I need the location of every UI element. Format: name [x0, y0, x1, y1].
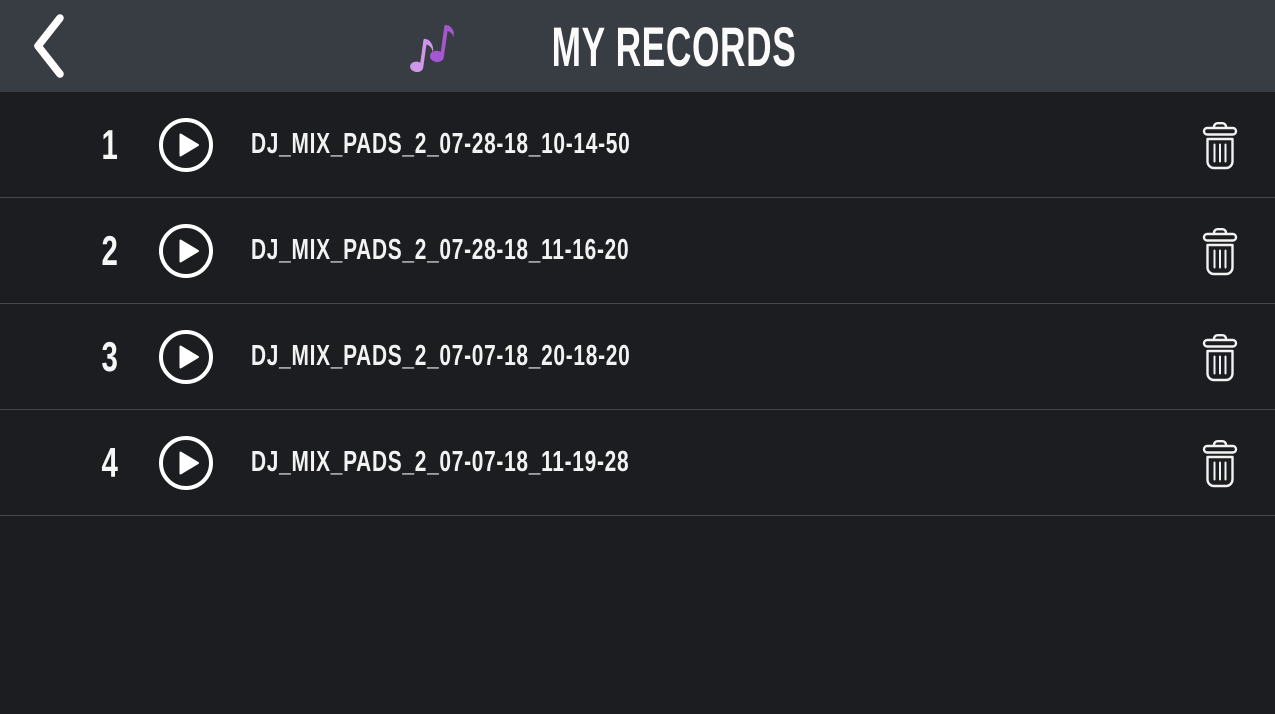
chevron-left-icon — [28, 12, 68, 80]
back-button[interactable] — [0, 0, 96, 92]
record-index: 1 — [101, 120, 119, 168]
record-row: 4 DJ_MIX_PADS_2_07-07-18_11-19-28 — [0, 410, 1275, 516]
records-list: 1 DJ_MIX_PADS_2_07-28-18_10-14-50 — [0, 92, 1275, 516]
page-title: MY RECORDS — [551, 14, 796, 78]
record-row: 2 DJ_MIX_PADS_2_07-28-18_11-16-20 — [0, 198, 1275, 304]
record-row: 1 DJ_MIX_PADS_2_07-28-18_10-14-50 — [0, 92, 1275, 198]
play-button[interactable] — [157, 434, 215, 492]
delete-button[interactable] — [1198, 223, 1242, 279]
record-name: DJ_MIX_PADS_2_07-28-18_10-14-50 — [251, 128, 631, 160]
trash-icon — [1200, 225, 1240, 277]
record-name: DJ_MIX_PADS_2_07-07-18_11-19-28 — [251, 446, 630, 478]
play-circle-icon — [157, 222, 215, 280]
record-index: 4 — [101, 438, 119, 486]
music-notes-icon — [407, 20, 454, 72]
play-circle-icon — [157, 328, 215, 386]
trash-icon — [1200, 331, 1240, 383]
trash-icon — [1200, 119, 1240, 171]
record-row: 3 DJ_MIX_PADS_2_07-07-18_20-18-20 — [0, 304, 1275, 410]
play-button[interactable] — [157, 116, 215, 174]
play-circle-icon — [157, 116, 215, 174]
record-name: DJ_MIX_PADS_2_07-07-18_20-18-20 — [251, 340, 631, 372]
play-button[interactable] — [157, 328, 215, 386]
delete-button[interactable] — [1198, 435, 1242, 491]
delete-button[interactable] — [1198, 329, 1242, 385]
play-button[interactable] — [157, 222, 215, 280]
play-circle-icon — [157, 434, 215, 492]
record-index: 2 — [101, 226, 119, 274]
record-index: 3 — [101, 332, 119, 380]
trash-icon — [1200, 437, 1240, 489]
header-title-group: MY RECORDS — [407, 0, 868, 92]
header: MY RECORDS — [0, 0, 1275, 92]
record-name: DJ_MIX_PADS_2_07-28-18_11-16-20 — [251, 234, 630, 266]
delete-button[interactable] — [1198, 117, 1242, 173]
